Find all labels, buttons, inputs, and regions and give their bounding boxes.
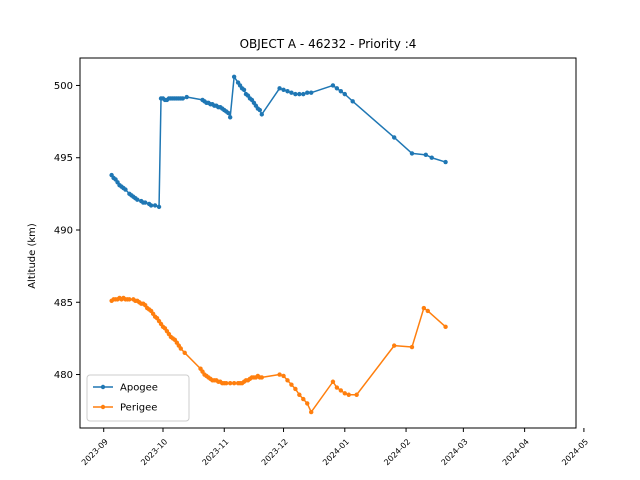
apogee-point xyxy=(334,86,340,91)
apogee-point xyxy=(429,155,434,160)
y-axis: 480 485 490 495 500 xyxy=(54,81,80,381)
apogee-point xyxy=(123,187,128,192)
y-tick-label: 490 xyxy=(54,225,73,236)
apogee-point xyxy=(285,89,290,94)
perigee-point xyxy=(309,409,314,415)
y-tick-label: 495 xyxy=(54,153,73,164)
apogee-point xyxy=(156,204,162,210)
apogee-point xyxy=(241,87,247,93)
perigee-point xyxy=(289,382,294,387)
legend-label-apogee: Apogee xyxy=(120,383,158,394)
apogee-point xyxy=(257,107,263,113)
perigee-point xyxy=(392,343,397,348)
apogee-point xyxy=(443,159,448,165)
y-tick-label: 485 xyxy=(54,298,73,309)
apogee-point xyxy=(297,91,302,97)
apogee-point xyxy=(423,152,429,158)
perigee-point xyxy=(224,381,229,386)
apogee-point xyxy=(289,90,294,95)
perigee-point xyxy=(259,375,264,380)
perigee-point xyxy=(354,392,359,397)
apogee-point xyxy=(184,94,189,100)
apogee-point xyxy=(180,96,185,101)
perigee-point xyxy=(334,385,340,390)
perigee-point xyxy=(342,391,347,396)
apogee-point xyxy=(330,83,336,88)
legend-label-perigee: Perigee xyxy=(120,403,157,414)
perigee-point xyxy=(285,378,290,383)
plot-area xyxy=(109,74,448,415)
perigee-point xyxy=(338,388,344,393)
apogee-point xyxy=(301,91,306,97)
apogee-point xyxy=(293,91,298,97)
apogee-point xyxy=(259,112,264,117)
y-axis-label: Altitude (km) xyxy=(27,223,38,289)
perigee-point xyxy=(409,344,415,350)
y-tick-label: 480 xyxy=(54,370,73,381)
apogee-point xyxy=(148,203,154,208)
apogee-point xyxy=(338,89,344,94)
perigee-point xyxy=(421,305,427,311)
apogee-point xyxy=(281,87,286,93)
perigee-point xyxy=(231,381,237,386)
perigee-point xyxy=(182,350,187,356)
perigee-point xyxy=(301,396,306,402)
axes-frame xyxy=(79,57,577,429)
perigee-point xyxy=(277,372,282,377)
apogee-point xyxy=(277,86,282,91)
perigee-point xyxy=(227,381,233,386)
perigee-point xyxy=(330,379,336,384)
perigee-point xyxy=(178,346,183,351)
apogee-point xyxy=(152,203,158,208)
apogee-point xyxy=(143,200,148,205)
apogee-point xyxy=(227,115,233,120)
legend: Apogee Perigee xyxy=(86,374,190,422)
perigee-point xyxy=(346,392,351,397)
chart-title: OBJECT A - 46232 - Priority :4 xyxy=(240,37,417,51)
y-tick-label: 500 xyxy=(54,81,73,92)
apogee-point xyxy=(305,90,310,95)
legend-marker-apogee xyxy=(100,384,106,390)
perigee-point xyxy=(443,324,448,330)
apogee-point xyxy=(135,197,140,202)
perigee-point xyxy=(297,392,302,397)
legend-marker-perigee xyxy=(100,404,106,410)
apogee-point xyxy=(226,110,231,116)
perigee-point xyxy=(305,401,310,406)
perigee-point xyxy=(127,297,132,302)
apogee-point xyxy=(392,135,397,140)
apogee-point xyxy=(409,151,415,156)
apogee-point xyxy=(309,90,314,95)
apogee-point xyxy=(342,91,347,97)
apogee-point xyxy=(231,74,237,79)
perigee-point xyxy=(293,386,298,392)
perigee-point xyxy=(281,373,286,379)
perigee-point xyxy=(425,308,430,314)
apogee-point xyxy=(350,99,355,104)
